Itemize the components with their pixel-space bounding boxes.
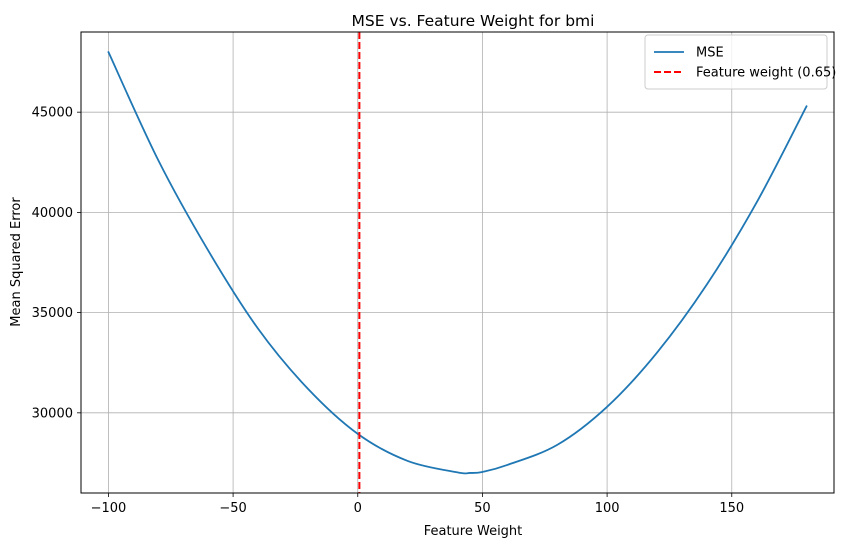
y-axis-label: Mean Squared Error: [9, 197, 24, 327]
legend-label-feature-weight: Feature weight (0.65): [696, 66, 836, 81]
series-layer: [107, 51, 808, 475]
y-tick-label: 45000: [32, 106, 73, 121]
grid: [81, 32, 834, 493]
chart-title: MSE vs. Feature Weight for bmi: [352, 12, 595, 30]
x-axis-ticks: −100 −50 0 50 100 150: [91, 493, 744, 516]
x-tick-label: 150: [719, 501, 744, 516]
legend-box: [644, 34, 828, 90]
x-tick-label: 100: [595, 501, 620, 516]
y-axis-ticks: 30000 35000 40000 45000: [32, 106, 81, 421]
x-tick-label: 0: [354, 501, 362, 516]
x-axis-label: Feature Weight: [424, 524, 523, 539]
y-tick-label: 35000: [32, 306, 73, 321]
legend: MSE Feature weight (0.65): [644, 34, 836, 90]
y-tick-label: 30000: [32, 406, 73, 421]
series-line-mse: [107, 51, 808, 475]
x-tick-label: 50: [474, 501, 491, 516]
legend-label-mse: MSE: [696, 46, 724, 61]
plot-frame: [80, 31, 835, 494]
y-tick-label: 40000: [32, 206, 73, 221]
x-tick-label: −100: [91, 501, 127, 516]
x-tick-label: −50: [219, 501, 246, 516]
